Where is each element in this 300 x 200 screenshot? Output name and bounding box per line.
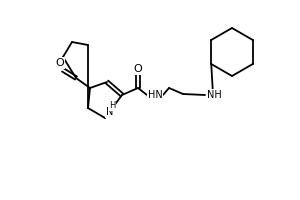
Text: NH: NH [207, 90, 222, 100]
Text: HN: HN [148, 90, 162, 100]
Text: O: O [56, 58, 64, 68]
Text: O: O [134, 64, 142, 74]
Text: H: H [109, 102, 115, 110]
Text: N: N [106, 107, 113, 117]
